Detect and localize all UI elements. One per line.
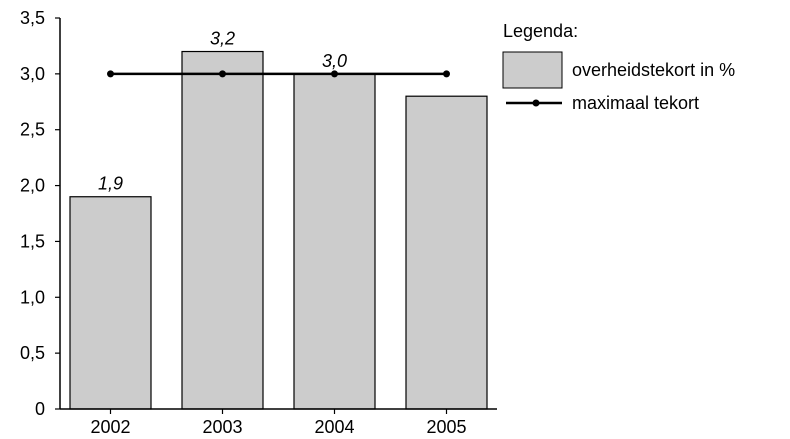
- line-point-2002: [107, 70, 114, 78]
- line-point-2005: [443, 70, 450, 78]
- y-tick-label-4: 2,0: [20, 176, 45, 196]
- x-tick-label-2003: 2003: [202, 417, 242, 437]
- y-tick-label-1: 0,5: [20, 343, 45, 363]
- bars-layer: [69, 50, 488, 410]
- line-layer: [107, 70, 450, 78]
- line-point-2004: [331, 70, 338, 78]
- bar-2002: [69, 196, 152, 410]
- legend-label-bars: overheidstekort in %: [572, 60, 735, 80]
- x-ticks: 2002 2003 2004 2005: [90, 409, 467, 437]
- data-label-2004: 3,0: [322, 51, 347, 71]
- bar-2004: [293, 73, 376, 410]
- line-point-2003: [219, 70, 226, 78]
- x-tick-label-2002: 2002: [90, 417, 130, 437]
- y-tick-label-5: 2,5: [20, 120, 45, 140]
- legend-label-line: maximaal tekort: [572, 93, 699, 113]
- x-tick-label-2004: 2004: [314, 417, 354, 437]
- x-tick-label-2005: 2005: [426, 417, 466, 437]
- bar-2003: [181, 50, 264, 410]
- legend: Legenda: overheidstekort in % maximaal t…: [502, 21, 735, 113]
- legend-line-marker: [532, 99, 540, 107]
- data-labels: 1,9 3,2 3,0: [98, 29, 347, 194]
- axes-layer: [59, 18, 497, 410]
- data-label-2003: 3,2: [210, 29, 235, 49]
- y-tick-label-7: 3,5: [20, 8, 45, 28]
- y-tick-label-6: 3,0: [20, 64, 45, 84]
- legend-title: Legenda:: [503, 21, 578, 41]
- y-ticks: 0 0,5 1,0 1,5 2,0 2,5 3,0 3,5: [20, 8, 60, 419]
- y-tick-label-2: 1,0: [20, 287, 45, 307]
- legend-bar-swatch: [502, 51, 563, 89]
- data-label-2002: 1,9: [98, 174, 123, 194]
- bar-2005: [405, 95, 488, 410]
- y-tick-label-0: 0: [35, 399, 45, 419]
- y-tick-label-3: 1,5: [20, 231, 45, 251]
